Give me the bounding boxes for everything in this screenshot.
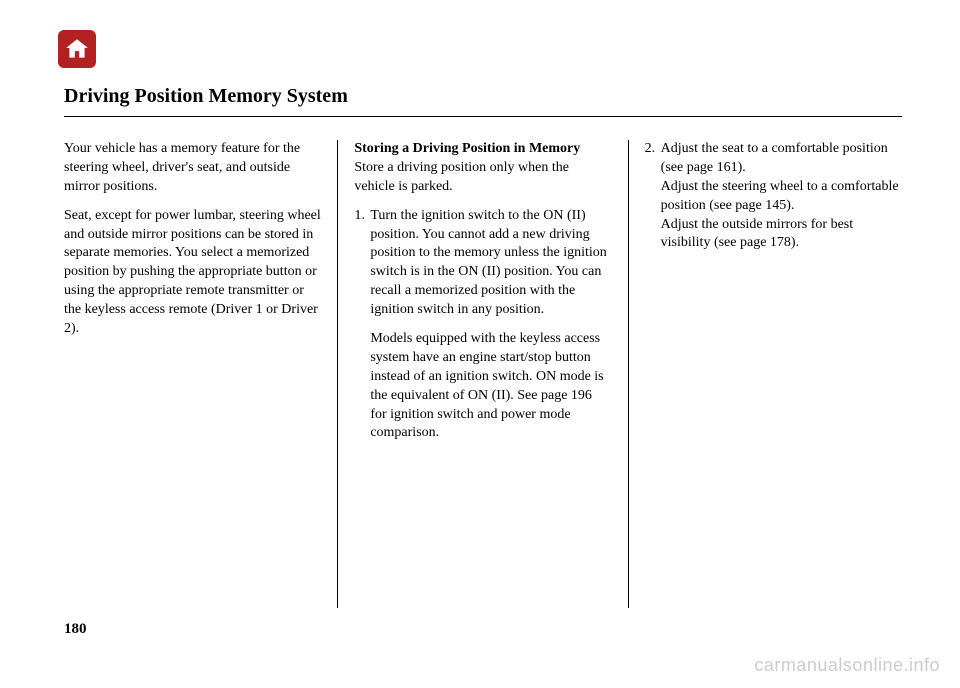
watermark-text: carmanualsonline.info	[754, 655, 940, 676]
col1-para-1: Your vehicle has a memory feature for th…	[64, 140, 321, 197]
item-2-body: Adjust the seat to a comfortable positio…	[661, 140, 902, 253]
item-2-line-b: Adjust the steering wheel to a comfortab…	[661, 178, 902, 216]
item-2-line-a: Adjust the seat to a comfortable positio…	[661, 140, 902, 178]
item-1-text-b: Models equipped with the keyless access …	[370, 330, 611, 443]
manual-page: Driving Position Memory System Your vehi…	[0, 0, 960, 688]
content-columns: Your vehicle has a memory feature for th…	[64, 140, 902, 608]
column-3: 2. Adjust the seat to a comfortable posi…	[629, 140, 902, 608]
col3-item-2: 2. Adjust the seat to a comfortable posi…	[645, 140, 902, 253]
title-divider	[64, 116, 902, 117]
col2-heading-text: Storing a Driving Position in Memory	[354, 141, 580, 156]
home-icon[interactable]	[58, 30, 96, 68]
page-title: Driving Position Memory System	[64, 85, 348, 108]
column-2: Storing a Driving Position in Memory Sto…	[337, 140, 628, 608]
item-2-line-c: Adjust the outside mirrors for best visi…	[661, 216, 902, 254]
house-icon	[64, 36, 90, 62]
item-number-1: 1.	[354, 207, 370, 320]
item-1-text-a: Turn the ignition switch to the ON (II) …	[370, 207, 611, 320]
col2-heading: Storing a Driving Position in Memory	[354, 140, 611, 159]
col2-item-1: 1. Turn the ignition switch to the ON (I…	[354, 207, 611, 320]
item-number-2: 2.	[645, 140, 661, 253]
col1-para-2: Seat, except for power lumbar, steering …	[64, 207, 321, 339]
col2-subtext: Store a driving position only when the v…	[354, 159, 611, 197]
page-number: 180	[64, 621, 87, 638]
column-1: Your vehicle has a memory feature for th…	[64, 140, 337, 608]
